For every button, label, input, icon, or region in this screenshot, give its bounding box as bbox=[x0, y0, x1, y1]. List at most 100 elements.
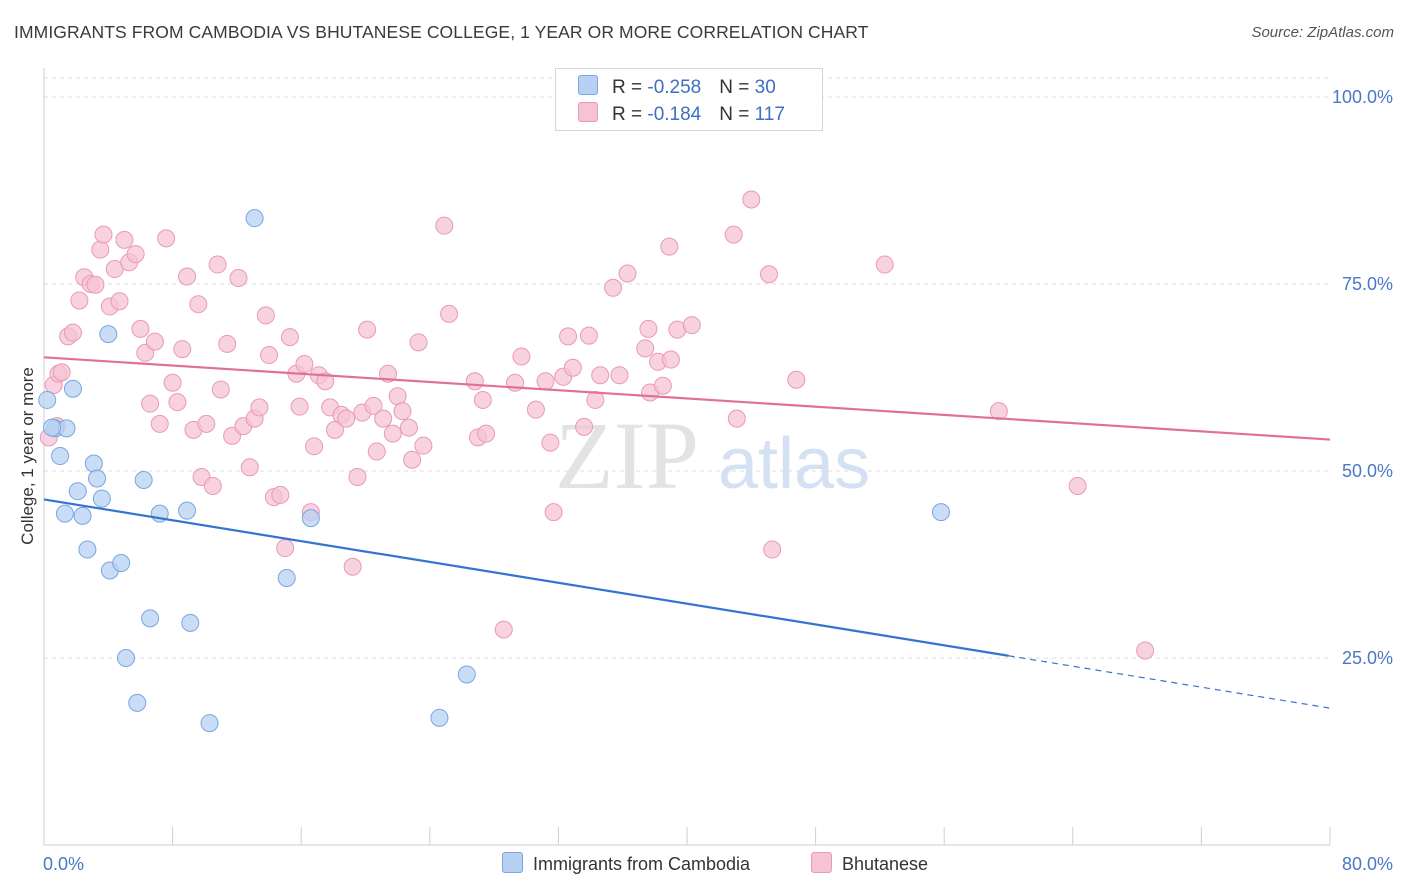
bhutanese-point bbox=[126, 245, 145, 264]
legend-n-label: N = bbox=[719, 77, 755, 98]
bhutanese-point bbox=[787, 370, 806, 389]
legend-r-value: -0.184 bbox=[647, 104, 702, 125]
bottom-legend-label-bhutanese: Bhutanese bbox=[842, 854, 929, 874]
watermark-atlas: atlas bbox=[718, 424, 870, 504]
cambodia-point bbox=[63, 379, 82, 398]
bhutanese-point bbox=[94, 225, 113, 244]
cambodia-point bbox=[931, 503, 950, 522]
cambodia-point bbox=[92, 489, 111, 508]
bhutanese-point bbox=[280, 328, 299, 347]
bhutanese-point bbox=[358, 320, 377, 339]
cambodia-point bbox=[134, 470, 153, 489]
bhutanese-point bbox=[563, 358, 582, 377]
bhutanese-point bbox=[591, 366, 610, 385]
cambodia-point bbox=[84, 454, 103, 473]
cambodia-point bbox=[430, 708, 449, 727]
cambodia-point bbox=[178, 501, 197, 520]
bhutanese-point bbox=[618, 264, 637, 283]
bhutanese-point bbox=[367, 442, 386, 461]
bhutanese-point bbox=[639, 319, 658, 338]
cambodia-point bbox=[112, 554, 131, 573]
bhutanese-point bbox=[393, 402, 412, 421]
cambodia-point bbox=[277, 568, 296, 587]
bhutanese-point bbox=[1136, 641, 1155, 660]
bhutanese-point bbox=[763, 540, 782, 559]
cambodia-point bbox=[457, 665, 476, 684]
bhutanese-point bbox=[544, 503, 563, 522]
bhutanese-point bbox=[1068, 476, 1087, 495]
bhutanese-point bbox=[63, 323, 82, 342]
cambodia-point bbox=[73, 506, 92, 525]
bhutanese-point bbox=[260, 346, 279, 365]
bhutanese-point bbox=[653, 376, 672, 395]
bhutanese-point bbox=[440, 304, 459, 323]
cambodia-point bbox=[245, 209, 264, 228]
bhutanese-point bbox=[145, 332, 164, 351]
bhutanese-point bbox=[875, 255, 894, 274]
bhutanese-point bbox=[989, 402, 1008, 421]
bhutanese-point bbox=[150, 414, 169, 433]
x-tick-label: 80.0% bbox=[1342, 854, 1393, 874]
bhutanese-point bbox=[526, 400, 545, 419]
y-tick-label: 100.0% bbox=[1332, 87, 1393, 107]
bhutanese-point bbox=[579, 326, 598, 345]
legend-r-value: -0.258 bbox=[647, 77, 702, 98]
legend-n-value: 30 bbox=[754, 77, 776, 98]
cambodia-point bbox=[38, 390, 57, 409]
cambodia-point bbox=[88, 469, 107, 488]
cambodia-point bbox=[181, 613, 200, 632]
legend-row-bhutanese: R = -0.184 N = 117 bbox=[578, 102, 785, 126]
bhutanese-point bbox=[348, 467, 367, 486]
bhutanese-point bbox=[70, 291, 89, 310]
bhutanese-point bbox=[374, 409, 393, 428]
bhutanese-point bbox=[661, 350, 680, 369]
bhutanese-point bbox=[494, 620, 513, 639]
bhutanese-point bbox=[115, 230, 134, 249]
legend-swatch-bhutanese bbox=[578, 102, 598, 122]
cambodia-point bbox=[116, 649, 135, 667]
y-tick-label: 50.0% bbox=[1342, 461, 1393, 481]
bhutanese-point bbox=[383, 424, 402, 443]
y-tick-label: 75.0% bbox=[1342, 274, 1393, 294]
bhutanese-point bbox=[131, 319, 150, 338]
bhutanese-point bbox=[203, 476, 222, 495]
bhutanese-point bbox=[364, 396, 383, 415]
bhutanese-point bbox=[409, 333, 428, 352]
bhutanese-point bbox=[316, 372, 335, 391]
bhutanese-point bbox=[536, 372, 555, 391]
bhutanese-point bbox=[250, 398, 269, 417]
bhutanese-point bbox=[610, 366, 629, 385]
trend-lines bbox=[43, 356, 1331, 709]
cambodia-point bbox=[200, 714, 219, 733]
cambodia-point bbox=[43, 418, 62, 437]
bhutanese-point bbox=[86, 275, 105, 294]
bhutanese-point bbox=[168, 393, 187, 412]
bhutanese-point bbox=[290, 397, 309, 416]
bhutanese-point bbox=[388, 387, 407, 406]
watermark: ZIP atlas bbox=[555, 402, 870, 509]
bhutanese-point bbox=[240, 458, 259, 477]
bhutanese-point bbox=[682, 316, 701, 335]
bhutanese-point bbox=[295, 355, 314, 374]
bottom-legend-cambodia: Immigrants from Cambodia bbox=[502, 852, 750, 875]
bhutanese-point bbox=[211, 380, 230, 399]
bottom-legend-swatch-cambodia bbox=[502, 852, 523, 873]
bhutanese-point bbox=[636, 339, 655, 358]
legend-r-label: R = bbox=[612, 104, 648, 125]
bhutanese-point bbox=[435, 216, 454, 235]
y-axis-label: College, 1 year or more bbox=[18, 367, 37, 545]
bhutanese-point bbox=[271, 485, 290, 504]
bhutanese-point bbox=[742, 190, 761, 209]
bhutanese-point bbox=[337, 409, 356, 428]
legend-n-label: N = bbox=[719, 104, 755, 125]
cambodia-point bbox=[68, 482, 87, 501]
cambodia-point bbox=[128, 693, 147, 712]
bhutanese-point bbox=[586, 390, 605, 409]
chart-title: IMMIGRANTS FROM CAMBODIA VS BHUTANESE CO… bbox=[14, 22, 869, 42]
data-points bbox=[38, 190, 1155, 733]
bhutanese-point bbox=[178, 267, 197, 286]
bhutanese-point bbox=[473, 390, 492, 409]
bhutanese-point bbox=[141, 394, 160, 413]
bhutanese-point bbox=[575, 417, 594, 436]
